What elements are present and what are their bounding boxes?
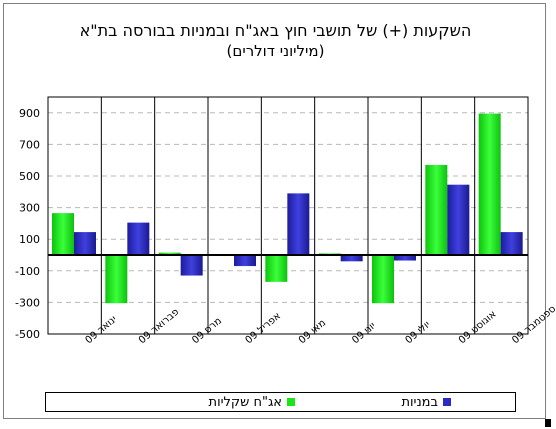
chart-subtitle: (מיליוני דולרים)	[226, 42, 325, 60]
y-tick-label: -100	[15, 265, 40, 278]
bar-stocks	[127, 222, 150, 255]
y-tick-label: -300	[15, 296, 40, 309]
y-tick-label: 100	[19, 233, 40, 246]
legend-item-series-1: אג"ח שקליות	[209, 394, 295, 410]
bar-bonds	[425, 164, 448, 255]
bar-stocks	[447, 184, 470, 255]
bar-stocks	[234, 255, 256, 267]
bar-stocks	[74, 232, 96, 255]
plot-border	[47, 96, 529, 335]
bar-stocks	[287, 193, 310, 255]
bar-bonds	[372, 255, 394, 304]
y-tick-label: 500	[19, 170, 40, 183]
bar-bonds	[265, 255, 288, 282]
chart-legend: אג"ח שקליות במניות	[45, 392, 516, 412]
legend-label-series-2: במניות	[401, 394, 438, 410]
bar-stocks	[500, 232, 523, 255]
y-tick-label: 700	[19, 138, 40, 151]
bar-bonds	[478, 113, 501, 255]
y-tick-label: 300	[19, 202, 40, 215]
legend-swatch-series-1	[287, 398, 295, 406]
y-tick-label: -500	[15, 328, 40, 341]
bar-bonds	[105, 255, 128, 304]
bar-bonds	[52, 213, 74, 255]
bar-stocks	[394, 255, 416, 261]
legend-swatch-series-2	[443, 398, 451, 406]
bar-stocks	[180, 255, 203, 276]
legend-label-series-1: אג"ח שקליות	[208, 394, 282, 410]
chart-title: השקעות (+) של תושבי חוץ באג"ח ובמניות בב…	[79, 21, 472, 40]
legend-item-series-2: במניות	[401, 394, 451, 410]
y-tick-label: 900	[19, 107, 40, 120]
bar-bonds	[158, 252, 181, 255]
bar-stocks	[340, 255, 363, 262]
corner-mark	[545, 419, 551, 427]
